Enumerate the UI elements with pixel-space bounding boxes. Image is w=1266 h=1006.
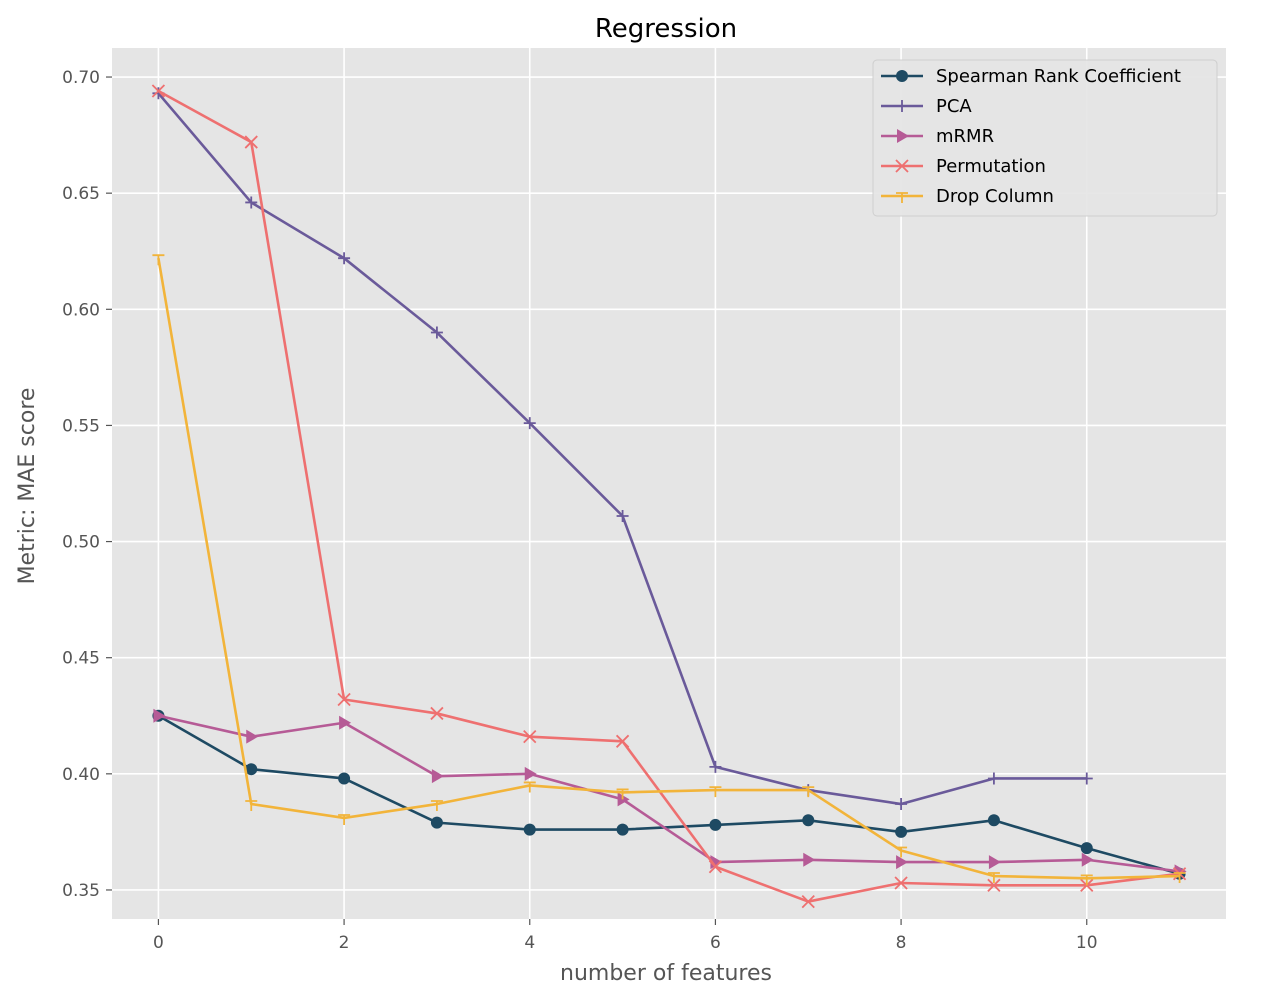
data-point (431, 769, 444, 784)
x-tick-label: 0 (153, 933, 164, 953)
x-tick-label: 6 (710, 933, 721, 953)
data-point (524, 766, 537, 781)
y-tick-label: 0.60 (62, 300, 100, 320)
series-line (157, 714, 1180, 875)
data-point (1080, 842, 1093, 855)
y-tick-label: 0.35 (62, 881, 100, 901)
legend-label: Drop Column (936, 186, 1054, 207)
series-permutation (151, 84, 1187, 909)
legend-marker (895, 159, 909, 173)
legend-item: PCA (881, 96, 972, 117)
data-point (430, 326, 443, 339)
legend: Spearman Rank Coefficient PCA mRMR Permutat… (872, 59, 1218, 217)
data-point (1173, 872, 1186, 884)
legend-item: Permutation (881, 156, 1046, 177)
legend-label: mRMR (936, 126, 994, 147)
data-point (523, 823, 536, 836)
data-point (523, 730, 537, 744)
series-line (157, 89, 1180, 903)
data-point (616, 823, 629, 836)
data-point (616, 788, 629, 800)
y-axis-label: Metric: MAE score (15, 388, 40, 585)
x-tick-label: 8 (896, 933, 907, 953)
series-mrmr (153, 708, 1187, 879)
data-point (987, 872, 1000, 884)
data-point (801, 894, 815, 909)
legend-label: PCA (936, 96, 972, 117)
data-point (1081, 852, 1094, 867)
y-tick-label: 0.40 (62, 765, 100, 785)
chart-title: Regression (595, 14, 737, 44)
data-point (246, 729, 259, 744)
data-point (151, 84, 166, 98)
legend-label: Permutation (936, 156, 1046, 177)
data-point (988, 855, 1001, 870)
data-point (244, 135, 258, 149)
x-tick-label: 4 (524, 933, 535, 953)
data-point (153, 708, 166, 723)
legend-marker (896, 70, 908, 82)
y-tick-label: 0.65 (62, 184, 100, 204)
data-point (523, 417, 536, 430)
legend-item: Drop Column (881, 186, 1054, 207)
data-point (1080, 874, 1093, 886)
axis-ticks: 0 2 4 6 8 10 0.35 0.40 0.45 0.50 0.55 0.60 0.65 0.70 (62, 68, 1097, 953)
data-point (803, 852, 816, 867)
data-point (708, 860, 723, 874)
data-point (987, 772, 1000, 785)
data-point (245, 763, 258, 776)
legend-marker (897, 129, 909, 143)
data-point (338, 814, 351, 825)
data-point (709, 818, 722, 831)
legend-box (872, 59, 1218, 217)
data-point (709, 786, 722, 798)
data-point (987, 814, 1000, 827)
data-point (896, 855, 909, 870)
legend-item: mRMR (881, 126, 994, 147)
data-point (152, 254, 165, 266)
data-point (430, 800, 443, 812)
series-layer (151, 84, 1187, 909)
data-point (1080, 772, 1093, 785)
y-tick-label: 0.50 (62, 533, 100, 553)
data-point (338, 772, 351, 785)
data-point (895, 825, 908, 838)
data-point (245, 800, 258, 812)
data-point (987, 878, 1001, 892)
x-tick-label: 10 (1076, 933, 1098, 953)
data-point (894, 876, 908, 890)
legend-item: Spearman Rank Coefficient (881, 66, 1181, 87)
data-point (338, 252, 351, 265)
x-tick-label: 2 (339, 933, 350, 953)
data-point (615, 734, 630, 748)
series-line (158, 714, 1180, 873)
data-point (802, 814, 815, 827)
data-point (339, 715, 352, 730)
data-point (895, 798, 908, 811)
legend-marker (896, 192, 908, 203)
data-point (617, 792, 630, 807)
data-point (895, 846, 908, 858)
data-point (616, 510, 629, 523)
legend-label: Spearman Rank Coefficient (936, 66, 1181, 87)
series-line (157, 257, 1180, 880)
data-point (430, 706, 444, 721)
data-point (245, 196, 258, 209)
data-point (802, 786, 815, 798)
legend-marker (896, 100, 908, 112)
data-point (430, 816, 443, 829)
y-tick-label: 0.45 (62, 649, 100, 669)
data-point (523, 781, 536, 793)
data-point (337, 692, 351, 707)
y-tick-label: 0.55 (62, 416, 100, 436)
y-tick-label: 0.70 (62, 68, 100, 88)
x-axis-label: number of features (560, 961, 772, 986)
data-point (709, 760, 722, 773)
series-pca (152, 87, 1093, 811)
series-drop-column (152, 254, 1186, 886)
